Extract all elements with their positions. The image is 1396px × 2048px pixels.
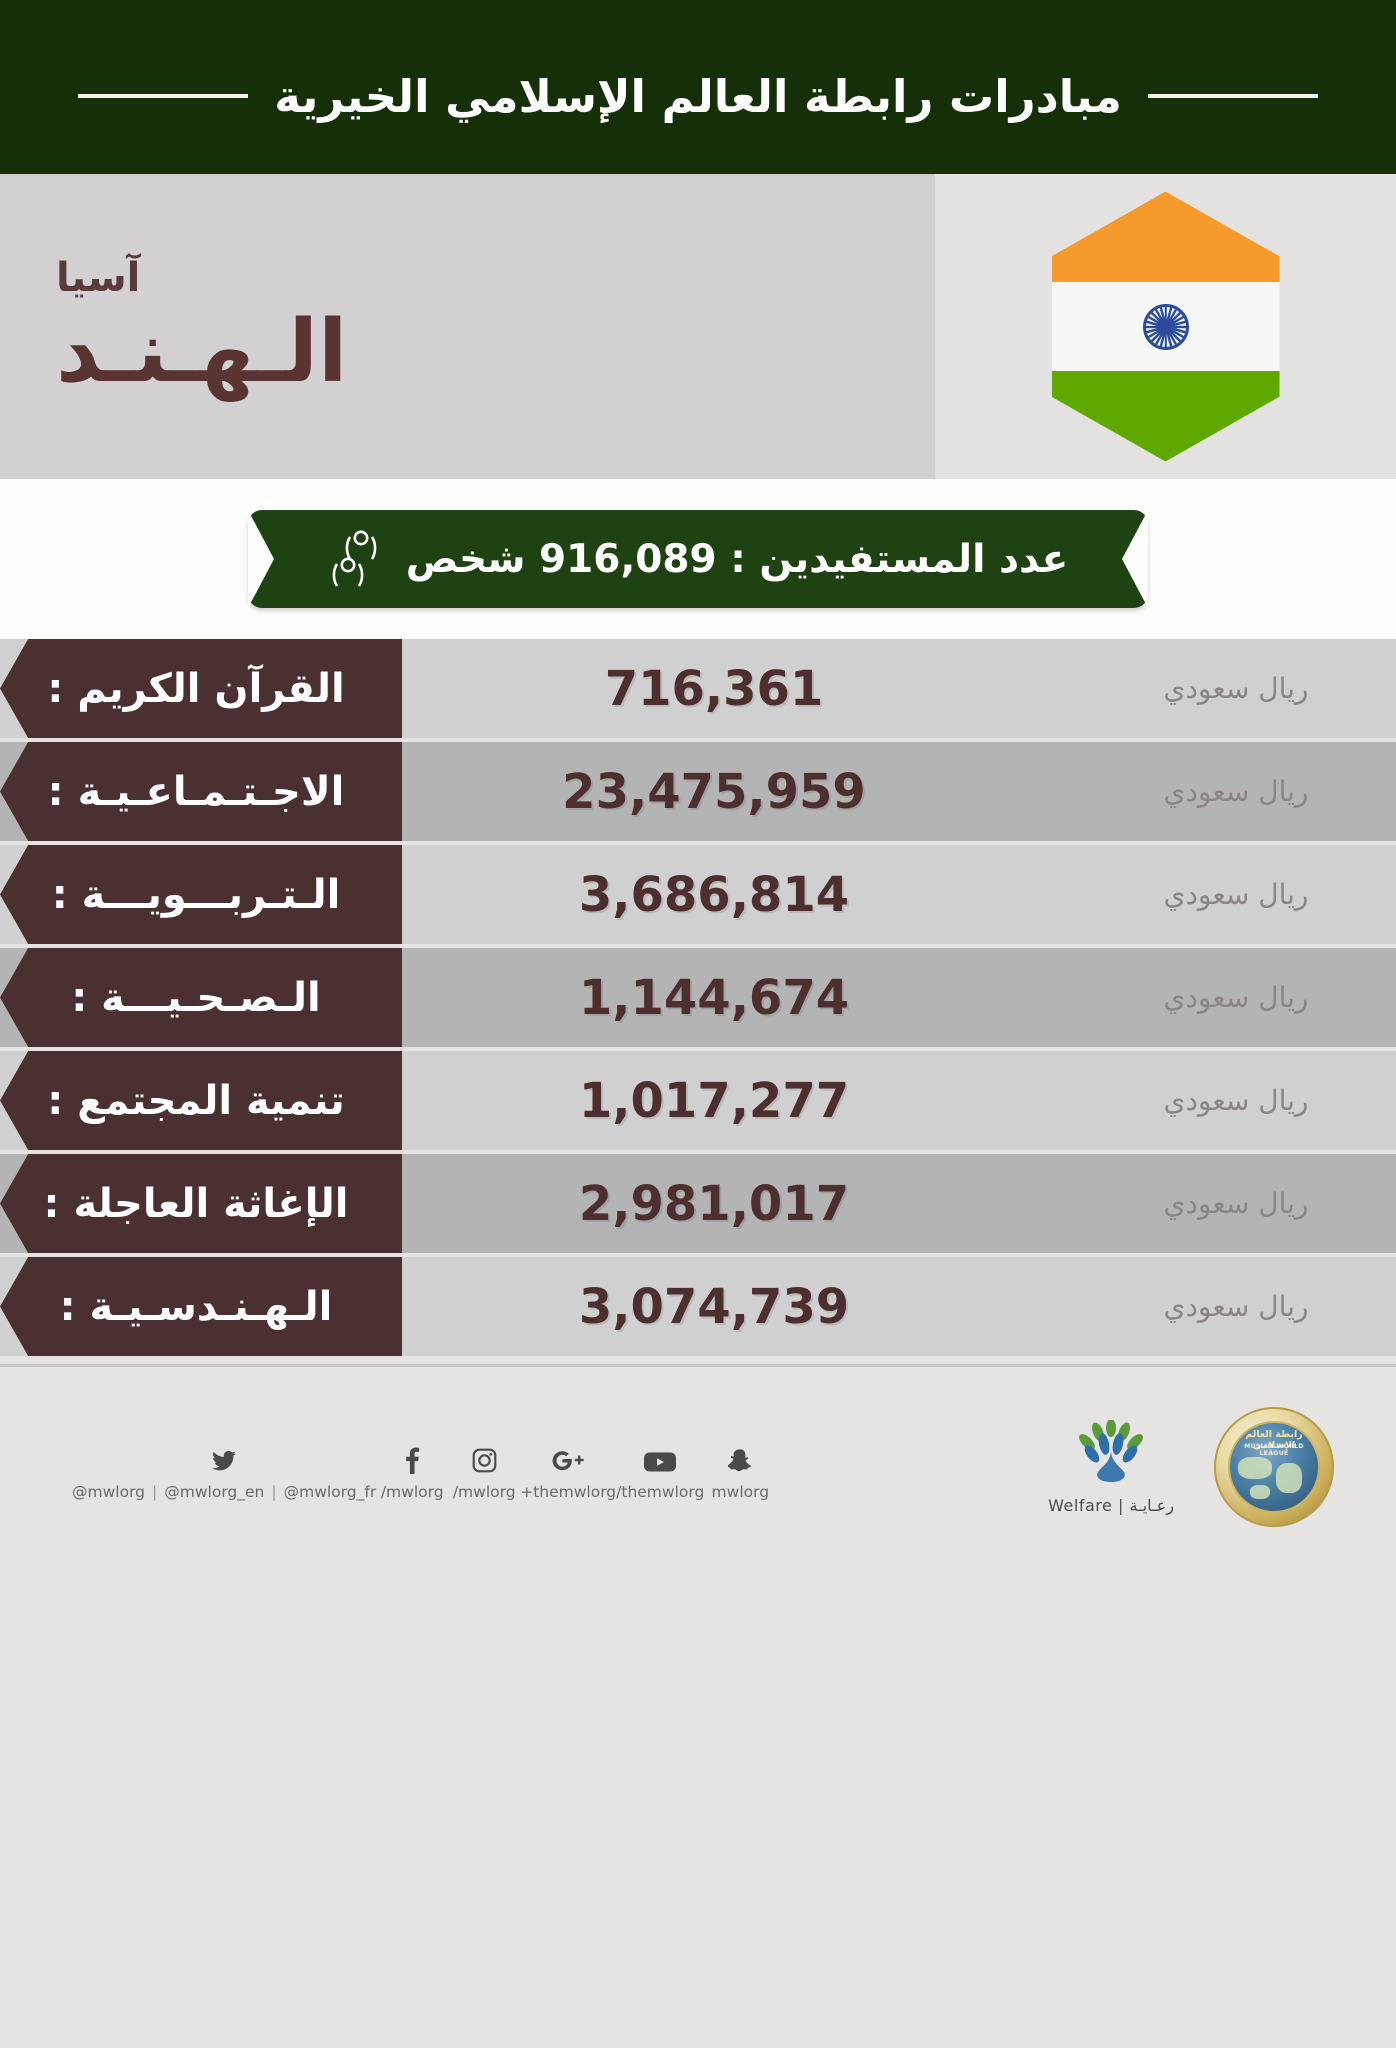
ashoka-chakra-icon [1142, 303, 1189, 350]
welfare-text-divider: | [1117, 1495, 1124, 1515]
row-label: القرآن الكريم : [0, 639, 402, 738]
handle-group: /themwlorg [616, 1483, 704, 1501]
social-links: @mwlorg | @mwlorg_en | @mwlorg_fr/mwlorg/mwl… [72, 1440, 776, 1501]
row-value: 3,686,814 [578, 866, 850, 923]
table-row: ريال سعودي 1,017,277 تنمية المجتمع : [0, 1051, 1396, 1150]
social-column-instagram[interactable]: /mwlorg [448, 1440, 520, 1501]
country-name-cell: آسيا الـهـنـد [0, 174, 935, 479]
social-handle[interactable]: +themwlorg [520, 1482, 617, 1501]
social-handle[interactable]: /mwlorg [452, 1482, 516, 1501]
flag-cell [935, 174, 1396, 479]
table-row: ريال سعودي 1,144,674 الـصـحـيـــة : [0, 948, 1396, 1047]
social-handle[interactable]: mwlorg [711, 1482, 770, 1501]
row-value: 1,144,674 [578, 969, 850, 1026]
beneficiaries-section: عدد المستفيدين : 916,089 شخص [0, 479, 1396, 639]
youtube-icon[interactable] [643, 1440, 677, 1474]
handle-group: /mwlorg [381, 1483, 444, 1501]
row-value: 23,475,959 [562, 763, 866, 820]
row-currency: ريال سعودي [1163, 981, 1309, 1014]
row-value: 2,981,017 [578, 1175, 850, 1232]
welfare-text-en: Welfare [1048, 1495, 1113, 1515]
header-rule-right [78, 94, 249, 98]
social-column-youtube[interactable]: /themwlorg [616, 1440, 704, 1501]
row-currency: ريال سعودي [1163, 1290, 1309, 1323]
initiatives-table: ريال سعودي 716,361 القرآن الكريم : ريال سعو… [0, 639, 1396, 1356]
ribbon-tail-right [1138, 518, 1186, 600]
snapchat-icon[interactable] [728, 1440, 752, 1474]
row-label: الـتـربـــويـــة : [0, 845, 402, 944]
header-inner: مبادرات رابطة العالم الإسلامي الخيرية [0, 74, 1396, 119]
table-row: ريال سعودي 3,074,739 الـهـنـدسـيـة : [0, 1257, 1396, 1356]
page-header: مبادرات رابطة العالم الإسلامي الخيرية [0, 0, 1396, 174]
beneficiaries-label: عدد المستفيدين : 916,089 شخص [405, 536, 1069, 582]
social-handle[interactable]: @mwlorg [72, 1482, 146, 1501]
social-column-facebook[interactable]: /mwlorg [376, 1440, 448, 1501]
social-column-googleplus[interactable]: +themwlorg [520, 1440, 616, 1501]
handle-group: mwlorg [712, 1483, 770, 1501]
flag-stripe-green [1051, 371, 1280, 462]
instagram-icon[interactable] [471, 1440, 498, 1474]
social-handle[interactable]: /themwlorg [616, 1482, 705, 1501]
handle-group: +themwlorg [520, 1483, 616, 1501]
table-row: ريال سعودي 3,686,814 الـتـربـــويـــة : [0, 845, 1396, 944]
welfare-logo-text: Welfare | رعـايـة [1048, 1496, 1174, 1515]
page-title: مبادرات رابطة العالم الإسلامي الخيرية [274, 69, 1122, 123]
welfare-tree-icon [1079, 1419, 1143, 1482]
twitter-icon[interactable] [209, 1440, 239, 1474]
page-footer: @mwlorg | @mwlorg_en | @mwlorg_fr/mwlorg/mwl… [0, 1367, 1396, 1533]
handle-separator: | [271, 1482, 277, 1501]
social-column-twitter[interactable]: @mwlorg | @mwlorg_en | @mwlorg_fr [72, 1440, 376, 1501]
handle-separator: | [152, 1482, 158, 1501]
row-label: الـصـحـيـــة : [0, 948, 402, 1047]
social-column-snapchat[interactable]: mwlorg [704, 1440, 776, 1501]
row-currency: ريال سعودي [1163, 878, 1309, 911]
table-row: ريال سعودي 716,361 القرآن الكريم : [0, 639, 1396, 738]
footer-divider [0, 1364, 1396, 1367]
header-rule-left [1147, 94, 1318, 98]
row-label: الاجـتـمـاعـيـة : [0, 742, 402, 841]
table-row: ريال سعودي 2,981,017 الإغاثة العاجلة : [0, 1154, 1396, 1253]
welfare-logo: Welfare | رعـايـة [1048, 1419, 1174, 1515]
facebook-icon[interactable] [403, 1440, 421, 1474]
mwl-seal-text-en: MUSLIM WORLD LEAGUE [1244, 1443, 1304, 1457]
row-label: تنمية المجتمع : [0, 1051, 402, 1150]
googleplus-icon[interactable] [550, 1440, 586, 1474]
row-label: الإغاثة العاجلة : [0, 1154, 402, 1253]
handle-group: /mwlorg [453, 1483, 516, 1501]
mwl-seal-icon: رابطة العالم الإسلامي MUSLIM WORLD LEAGU… [1214, 1407, 1334, 1527]
country-name: الـهـنـد [56, 302, 348, 403]
welfare-text-ar: رعـايـة [1129, 1495, 1174, 1515]
handle-group: @mwlorg | @mwlorg_en | @mwlorg_fr [72, 1483, 376, 1501]
row-currency: ريال سعودي [1163, 672, 1309, 705]
row-label: الـهـنـدسـيـة : [0, 1257, 402, 1356]
ribbon-tail-left [210, 518, 258, 600]
row-currency: ريال سعودي [1163, 775, 1309, 808]
region-label: آسيا [56, 255, 141, 302]
people-group-icon [332, 530, 377, 587]
footer-logos: Welfare | رعـايـة رابطة العالم الإسلامي … [1048, 1407, 1334, 1533]
social-handle[interactable]: @mwlorg_en [164, 1482, 265, 1501]
social-handle[interactable]: @mwlorg_fr [283, 1482, 377, 1501]
flag-stripe-saffron [1051, 191, 1280, 282]
row-value: 3,074,739 [578, 1278, 850, 1335]
row-currency: ريال سعودي [1163, 1084, 1309, 1117]
mwl-seal-globe: رابطة العالم الإسلامي MUSLIM WORLD LEAGU… [1228, 1421, 1320, 1513]
india-flag-icon [1051, 191, 1280, 462]
table-row: ريال سعودي 23,475,959 الاجـتـمـاعـيـة : [0, 742, 1396, 841]
social-handle[interactable]: /mwlorg [380, 1482, 444, 1501]
row-value: 1,017,277 [578, 1072, 850, 1129]
row-currency: ريال سعودي [1163, 1187, 1309, 1220]
beneficiaries-banner: عدد المستفيدين : 916,089 شخص [210, 510, 1186, 608]
country-band: آسيا الـهـنـد [0, 174, 1396, 479]
mwl-seal-text-ar: رابطة العالم الإسلامي [1245, 1429, 1303, 1451]
row-value: 716,361 [604, 660, 824, 717]
